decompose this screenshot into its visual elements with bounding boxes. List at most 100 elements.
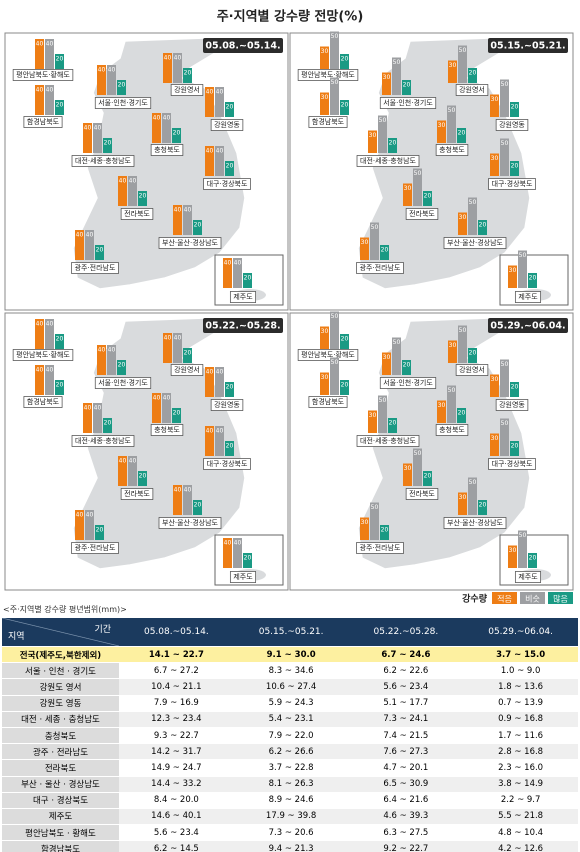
row-label: 충청북도 <box>2 727 119 745</box>
region-label-box <box>150 144 184 156</box>
region-label-box <box>170 84 204 96</box>
bar <box>340 54 349 69</box>
bar-value: 40 <box>206 148 214 155</box>
region-label: 함경남북도 <box>27 117 60 126</box>
region-label: 충청북도 <box>154 425 180 434</box>
bar <box>233 538 242 568</box>
bar-value: 20 <box>511 443 519 450</box>
panel: 05.29.~06.04. 30 50 20 평안남북도·황해도 30 50 20 함경남북도 3… <box>289 311 574 591</box>
bar-value: 40 <box>163 395 171 402</box>
bar-value: 20 <box>389 420 397 427</box>
bar <box>183 348 192 363</box>
region-label-box <box>229 291 257 303</box>
region-label: 대전·세종·충청남도 <box>360 436 417 445</box>
table-cell: 9.3 ~ 22.7 <box>119 727 234 745</box>
bar-value: 20 <box>173 410 181 417</box>
row-label: 서울 · 인천 · 경기도 <box>2 662 119 680</box>
bar <box>320 372 329 395</box>
period-badge <box>488 318 568 333</box>
bar-value: 40 <box>76 232 84 239</box>
bar <box>368 410 377 433</box>
bar <box>45 39 54 69</box>
bar <box>518 530 527 568</box>
bar-value: 50 <box>393 339 401 346</box>
bar-value: 20 <box>184 70 192 77</box>
region-label: 충청북도 <box>154 145 180 154</box>
bar-value: 50 <box>501 81 509 88</box>
region-label-box <box>435 424 469 436</box>
bar-value: 40 <box>206 89 214 96</box>
header-cell: 05.29.~06.04. <box>463 618 578 647</box>
bar-value: 20 <box>479 502 487 509</box>
bar-value: 40 <box>224 260 232 267</box>
bar <box>402 360 411 375</box>
bar-value: 50 <box>501 420 509 427</box>
region-label: 강원영서 <box>459 365 485 374</box>
bar <box>173 205 182 235</box>
bar <box>75 510 84 540</box>
table-cell: 4.6 ~ 39.3 <box>348 808 464 826</box>
bar-value: 30 <box>361 239 369 246</box>
table-cell: 6.2 ~ 26.6 <box>233 743 349 761</box>
bar <box>55 380 64 395</box>
bar <box>382 72 391 95</box>
region-label-box <box>12 349 74 361</box>
region-label: 대전·세종·충청남도 <box>360 156 417 165</box>
region-label: 강원영동 <box>214 400 240 409</box>
table-cell: 0.9 ~ 16.8 <box>463 711 578 728</box>
table-cell: 0.7 ~ 13.9 <box>463 695 578 712</box>
bar-value: 40 <box>129 458 137 465</box>
bar-value: 50 <box>331 79 339 86</box>
bar-value: 40 <box>174 55 182 62</box>
region-label: 광주·전라남도 <box>360 263 401 272</box>
region-label: 강원영서 <box>459 85 485 94</box>
region-label-box <box>203 458 251 470</box>
bar <box>75 230 84 260</box>
table-row: 부산 · 울산 · 경상남도 14.4 ~ 33.2 8.1 ~ 26.3 6.5 ~… <box>2 776 578 793</box>
period-label: 05.08.~05.14. <box>205 41 280 52</box>
table-cell: 5.6 ~ 23.4 <box>348 678 464 696</box>
bar-value: 40 <box>94 405 102 412</box>
table-cell: 7.9 ~ 16.9 <box>119 695 234 712</box>
bar <box>152 113 161 143</box>
bar-value: 20 <box>381 527 389 534</box>
bar <box>172 408 181 423</box>
bar <box>205 367 214 397</box>
bar <box>360 517 369 540</box>
bar <box>468 68 477 83</box>
row-label: 전라북도 <box>2 759 119 777</box>
region-label-box <box>158 517 222 529</box>
bar <box>368 130 377 153</box>
header-cell: 05.15.~05.21. <box>233 618 349 647</box>
bar-value: 20 <box>244 555 252 562</box>
region-label-box <box>120 488 154 500</box>
bar-value: 20 <box>403 362 411 369</box>
bar <box>225 102 234 117</box>
bar <box>378 395 387 433</box>
bar <box>83 403 92 433</box>
bar-value: 20 <box>96 247 104 254</box>
bar-value: 50 <box>371 224 379 231</box>
region-label-box <box>210 119 244 131</box>
bar <box>518 250 527 288</box>
bar-value: 20 <box>56 102 64 109</box>
region-label: 광주·전라남도 <box>75 263 116 272</box>
bar-value: 50 <box>501 361 509 368</box>
bar-value: 40 <box>98 67 106 74</box>
region-label: 함경남북도 <box>312 117 345 126</box>
bar-value: 30 <box>449 342 457 349</box>
region-label-box <box>405 208 439 220</box>
table-cell: 14.9 ~ 24.7 <box>119 759 234 777</box>
bar <box>437 400 446 423</box>
legend-label: 많음 <box>553 595 568 604</box>
region-label-box <box>308 396 348 408</box>
table-cell: 8.1 ~ 26.3 <box>233 776 349 793</box>
row-label: 전국(제주도,북한제외) <box>2 646 119 664</box>
bar <box>93 123 102 153</box>
bar <box>205 87 214 117</box>
legend-label: 비슷 <box>525 595 540 604</box>
bar-value: 50 <box>379 397 387 404</box>
region-label: 충청북도 <box>439 145 465 154</box>
bar-value: 40 <box>108 67 116 74</box>
bar-value: 40 <box>234 540 242 547</box>
